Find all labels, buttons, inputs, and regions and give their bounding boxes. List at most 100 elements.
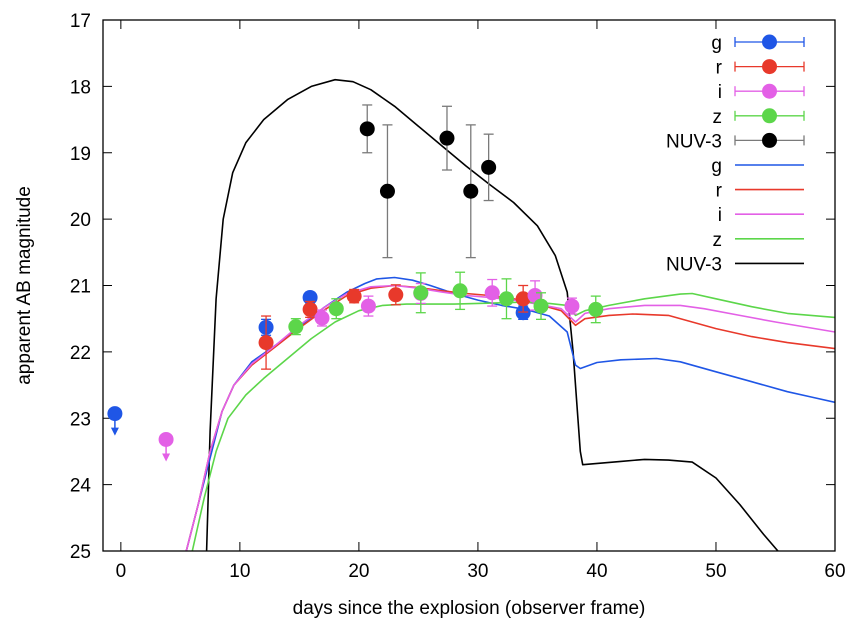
data-point-r	[258, 315, 274, 370]
y-tick-label: 21	[70, 277, 91, 298]
data-point-i	[360, 295, 376, 317]
legend-swatch-marker	[762, 83, 777, 99]
data-point-z	[533, 292, 549, 321]
legend-entry-line: NUV-3	[666, 254, 804, 275]
data-marker	[107, 406, 123, 422]
data-point-z	[498, 278, 514, 320]
model-curve-r	[185, 284, 835, 551]
x-axis-label: days since the explosion (observer frame…	[293, 598, 646, 619]
legend-label: r	[716, 58, 723, 79]
data-marker	[439, 130, 455, 146]
y-tick-label: 22	[70, 343, 91, 364]
legend-entry-points: g	[711, 33, 805, 54]
legend-label: g	[711, 156, 722, 177]
data-point-r	[388, 284, 404, 306]
model-curves	[185, 78, 835, 551]
legend-label: g	[711, 33, 722, 54]
x-tick-label: 40	[586, 561, 607, 582]
data-point-nuv-3	[379, 124, 395, 259]
data-point-r	[515, 284, 531, 313]
legend-entry-points: z	[713, 107, 805, 128]
data-point-r	[302, 300, 318, 319]
legend-label: z	[713, 107, 723, 128]
legend-swatch-marker	[762, 59, 777, 75]
plot-frame	[102, 19, 836, 552]
y-tick-label: 20	[70, 210, 91, 231]
data-point-i	[158, 431, 174, 462]
data-point-nuv-3	[359, 104, 375, 154]
data-marker	[258, 335, 274, 351]
model-curve-i	[185, 284, 835, 551]
x-tick-label: 20	[348, 561, 369, 582]
legend-label: NUV-3	[666, 131, 722, 152]
data-marker	[588, 301, 604, 317]
data-marker	[359, 121, 375, 137]
legend-entry-line: i	[718, 205, 804, 226]
data-point-r	[346, 288, 362, 304]
model-curve-nuv-3	[205, 78, 779, 551]
data-marker	[515, 291, 531, 307]
upper-limit-arrowhead	[110, 427, 119, 436]
x-tick-label: 60	[824, 561, 845, 582]
legend-swatch-marker	[762, 108, 777, 124]
upper-limit-arrowhead	[162, 453, 171, 462]
data-marker	[314, 310, 330, 326]
data-point-z	[588, 295, 604, 324]
axis-ticks: 0 10 20 30 40 50 60 17 18 19 20 21 22 23 24 25	[70, 11, 846, 582]
data-marker	[158, 431, 174, 447]
y-tick-label: 17	[70, 11, 91, 32]
data-marker	[379, 183, 395, 199]
legend-entry-line: g	[711, 156, 804, 177]
data-marker	[388, 287, 404, 303]
data-point-g	[107, 406, 123, 436]
data-marker	[463, 183, 479, 199]
data-point-nuv-3	[439, 105, 455, 171]
data-point-z	[452, 271, 468, 311]
data-point-nuv-3	[463, 124, 479, 259]
data-marker	[564, 298, 580, 314]
data-marker	[328, 301, 344, 317]
legend-swatch-marker	[762, 132, 777, 148]
legend-label: z	[713, 230, 723, 251]
data-marker	[346, 288, 362, 304]
data-marker	[360, 298, 376, 314]
data-point-z	[328, 298, 344, 320]
legend-entry-line: z	[713, 230, 804, 251]
legend-label: NUV-3	[666, 254, 722, 275]
x-tick-label: 50	[705, 561, 726, 582]
x-tick-label: 10	[229, 561, 250, 582]
x-tick-label: 0	[116, 561, 127, 582]
y-tick-label: 24	[70, 476, 92, 497]
legend-swatch-marker	[762, 34, 777, 50]
data-marker	[533, 298, 549, 314]
data-point-z	[413, 272, 429, 314]
observed-points	[107, 104, 604, 462]
data-marker	[498, 291, 514, 307]
data-point-i	[484, 278, 500, 307]
legend-entry-points: NUV-3	[666, 131, 805, 152]
y-tick-label: 18	[70, 77, 91, 98]
data-point-i	[564, 297, 580, 315]
legend-label: i	[718, 205, 722, 226]
y-tick-label: 23	[70, 409, 91, 430]
data-marker	[515, 305, 531, 321]
data-marker	[481, 159, 497, 175]
legend-entry-line: r	[716, 181, 804, 202]
data-point-nuv-3	[481, 133, 497, 202]
x-tick-label: 30	[467, 561, 488, 582]
data-marker	[484, 285, 500, 301]
data-marker	[413, 285, 429, 301]
legend-entry-points: r	[716, 58, 805, 79]
data-marker	[302, 301, 318, 317]
legend-label: r	[716, 181, 723, 202]
data-point-z	[288, 318, 304, 336]
data-marker	[452, 283, 468, 299]
data-marker	[288, 319, 304, 335]
data-point-i	[314, 309, 330, 327]
y-axis-label: apparent AB magnitude	[14, 186, 35, 385]
y-tick-label: 19	[70, 144, 91, 165]
y-tick-label: 25	[70, 542, 91, 563]
